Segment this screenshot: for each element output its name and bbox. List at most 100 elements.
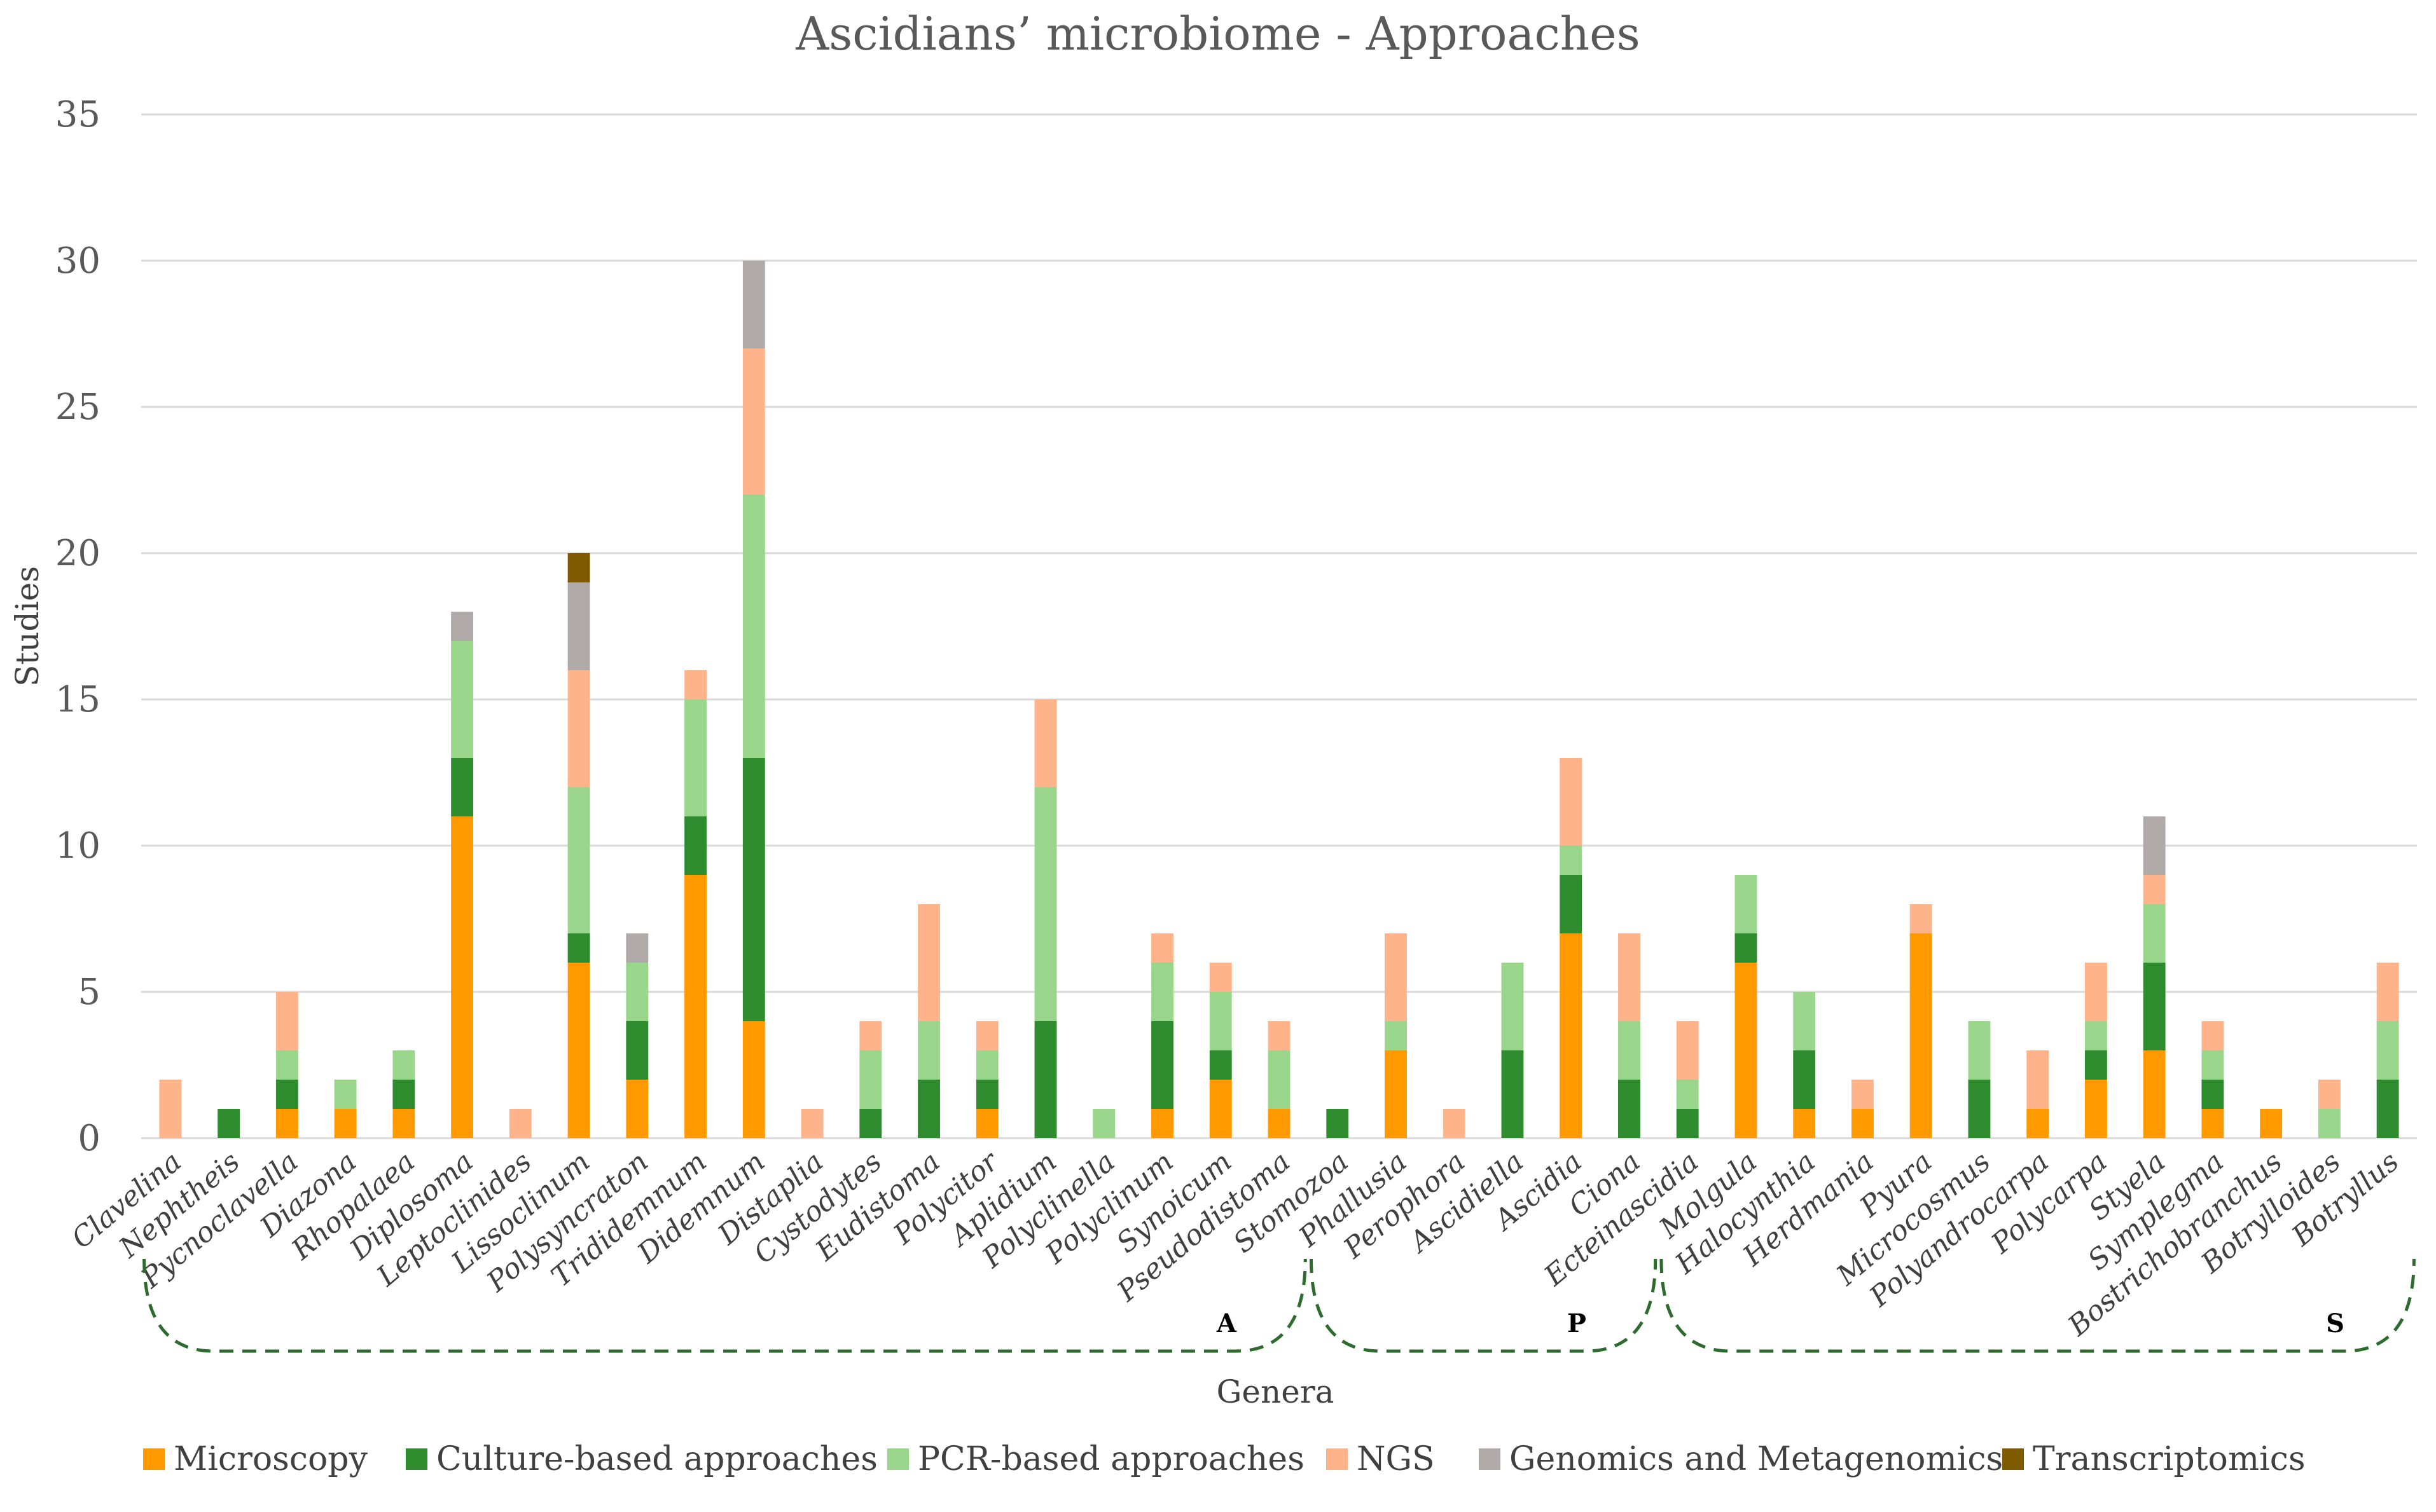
bar-didemnum-ngs xyxy=(742,348,765,495)
group-bracket-p xyxy=(1309,1258,1657,1353)
bar-eudistoma-culture-based-approaches xyxy=(918,1080,940,1138)
bar-molgula-microscopy xyxy=(1734,963,1757,1138)
legend-swatch-pcr-based-approaches xyxy=(887,1448,909,1470)
bar-rhopalaea-pcr-based-approaches xyxy=(392,1050,415,1080)
bar-polyandrocarpa-microscopy xyxy=(2026,1109,2049,1138)
bar-diplosoma-microscopy xyxy=(451,816,474,1138)
legend-label-genomics-and-metagenomics: Genomics and Metagenomics xyxy=(1509,1440,2003,1478)
bar-symplegma-culture-based-approaches xyxy=(2201,1080,2224,1109)
bar-polyclinum-culture-based-approaches xyxy=(1151,1021,1173,1109)
bar-rhopalaea-culture-based-approaches xyxy=(392,1080,415,1109)
bar-polysyncraton-genomics-and-metagenomics xyxy=(626,933,649,963)
bar-polyclinum-pcr-based-approaches xyxy=(1151,963,1173,1021)
legend-label-pcr-based-approaches: PCR-based approaches xyxy=(918,1440,1305,1478)
bar-ciona-pcr-based-approaches xyxy=(1618,1021,1640,1080)
legend-label-ngs: NGS xyxy=(1357,1440,1435,1478)
bar-didemnum-pcr-based-approaches xyxy=(742,495,765,758)
bar-rhopalaea-microscopy xyxy=(392,1109,415,1138)
bar-polycitor-culture-based-approaches xyxy=(976,1080,999,1109)
y-axis-label: Studies xyxy=(9,566,46,687)
bar-microcosmus-culture-based-approaches xyxy=(1968,1080,1991,1138)
bar-clavelina-ngs xyxy=(159,1080,182,1138)
legend-swatch-ngs xyxy=(1326,1448,1348,1470)
bar-stomozoa-culture-based-approaches xyxy=(1326,1109,1349,1138)
bar-herdmania-ngs xyxy=(1851,1080,1874,1109)
legend-swatch-culture-based-approaches xyxy=(406,1448,427,1470)
bar-diazona-pcr-based-approaches xyxy=(334,1080,357,1109)
bar-cystodytes-culture-based-approaches xyxy=(859,1109,882,1138)
bar-pycnoclavella-pcr-based-approaches xyxy=(275,1050,298,1080)
y-tick-label-30: 30 xyxy=(55,240,100,282)
bar-halocynthia-culture-based-approaches xyxy=(1793,1050,1816,1109)
y-tick-label-5: 5 xyxy=(78,972,100,1013)
bar-styela-microscopy xyxy=(2143,1050,2166,1138)
legend-label-culture-based-approaches: Culture-based approaches xyxy=(436,1440,878,1478)
bar-styela-genomics-and-metagenomics xyxy=(2143,816,2166,875)
bar-diplosoma-pcr-based-approaches xyxy=(451,641,474,758)
y-tick-label-15: 15 xyxy=(55,679,100,720)
bar-phallusia-ngs xyxy=(1385,933,1407,1021)
bar-ecteinascidia-pcr-based-approaches xyxy=(1676,1080,1699,1109)
bar-cystodytes-ngs xyxy=(859,1021,882,1050)
bar-styela-ngs xyxy=(2143,875,2166,904)
bar-ecteinascidia-culture-based-approaches xyxy=(1676,1109,1699,1138)
bar-symplegma-pcr-based-approaches xyxy=(2201,1050,2224,1080)
bar-diplosoma-culture-based-approaches xyxy=(451,758,474,816)
bar-leptoclinides-ngs xyxy=(509,1109,532,1138)
bar-polycitor-ngs xyxy=(976,1021,999,1050)
bar-styela-culture-based-approaches xyxy=(2143,963,2166,1050)
bar-diazona-microscopy xyxy=(334,1109,357,1138)
bar-cystodytes-pcr-based-approaches xyxy=(859,1050,882,1109)
bar-aplidium-culture-based-approaches xyxy=(1034,1021,1057,1138)
bar-pseudodistoma-ngs xyxy=(1268,1021,1291,1050)
bar-pycnoclavella-ngs xyxy=(275,992,298,1050)
bar-styela-pcr-based-approaches xyxy=(2143,904,2166,963)
bar-polycarpa-pcr-based-approaches xyxy=(2084,1021,2107,1050)
bar-polycarpa-ngs xyxy=(2084,963,2107,1021)
bar-ascidia-pcr-based-approaches xyxy=(1560,846,1582,875)
bar-pseudodistoma-microscopy xyxy=(1268,1109,1291,1138)
bar-nephtheis-culture-based-approaches xyxy=(218,1109,240,1138)
bar-polycarpa-microscopy xyxy=(2084,1080,2107,1138)
bar-botryllus-pcr-based-approaches xyxy=(2376,1021,2399,1080)
bar-polyclinella-pcr-based-approaches xyxy=(1093,1109,1116,1138)
bar-polycarpa-culture-based-approaches xyxy=(2084,1050,2107,1080)
bar-polysyncraton-microscopy xyxy=(626,1080,649,1138)
bar-polyclinum-microscopy xyxy=(1151,1109,1173,1138)
bar-botryllus-ngs xyxy=(2376,963,2399,1021)
bar-ascidia-microscopy xyxy=(1560,933,1582,1138)
bar-lissoclinum-culture-based-approaches xyxy=(567,933,590,963)
bar-trididemnum-microscopy xyxy=(684,875,707,1138)
bar-botrylloides-pcr-based-approaches xyxy=(2318,1109,2341,1138)
bar-perophora-ngs xyxy=(1443,1109,1465,1138)
bar-symplegma-ngs xyxy=(2201,1021,2224,1050)
legend-swatch-genomics-and-metagenomics xyxy=(1479,1448,1500,1470)
y-tick-label-20: 20 xyxy=(55,533,100,574)
bar-phallusia-pcr-based-approaches xyxy=(1385,1021,1407,1050)
y-tick-label-35: 35 xyxy=(55,94,100,135)
bar-symplegma-microscopy xyxy=(2201,1109,2224,1138)
bar-polysyncraton-pcr-based-approaches xyxy=(626,963,649,1021)
group-label-s: S xyxy=(2326,1309,2344,1338)
bar-didemnum-genomics-and-metagenomics xyxy=(742,261,765,348)
y-tick-label-0: 0 xyxy=(78,1118,100,1159)
bar-trididemnum-ngs xyxy=(684,670,707,699)
bar-diplosoma-genomics-and-metagenomics xyxy=(451,612,474,641)
legend-label-microscopy: Microscopy xyxy=(174,1440,368,1478)
legend-swatch-microscopy xyxy=(143,1448,165,1470)
bar-ascidiella-culture-based-approaches xyxy=(1501,1050,1524,1138)
bar-didemnum-culture-based-approaches xyxy=(742,758,765,1021)
legend-swatch-transcriptomics xyxy=(2002,1448,2024,1470)
bar-botrylloides-ngs xyxy=(2318,1080,2341,1109)
gridlines: 0 5 10 15 20 25 30 35 xyxy=(55,94,2417,1159)
bar-pyura-ngs xyxy=(1909,904,1932,933)
bar-pycnoclavella-microscopy xyxy=(275,1109,298,1138)
y-tick-label-10: 10 xyxy=(55,825,100,867)
bar-molgula-culture-based-approaches xyxy=(1734,933,1757,963)
bar-ciona-culture-based-approaches xyxy=(1618,1080,1640,1138)
group-bracket-a xyxy=(142,1258,1307,1353)
bar-ascidia-ngs xyxy=(1560,758,1582,846)
bar-microcosmus-pcr-based-approaches xyxy=(1968,1021,1991,1080)
bar-lissoclinum-microscopy xyxy=(567,963,590,1138)
